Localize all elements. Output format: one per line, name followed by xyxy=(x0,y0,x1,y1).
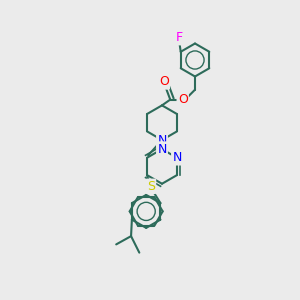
Text: S: S xyxy=(147,180,155,193)
Text: F: F xyxy=(176,31,183,44)
Text: N: N xyxy=(157,142,167,156)
Text: N: N xyxy=(157,134,167,146)
Text: N: N xyxy=(172,151,182,164)
Text: O: O xyxy=(178,93,188,106)
Text: O: O xyxy=(159,75,169,88)
